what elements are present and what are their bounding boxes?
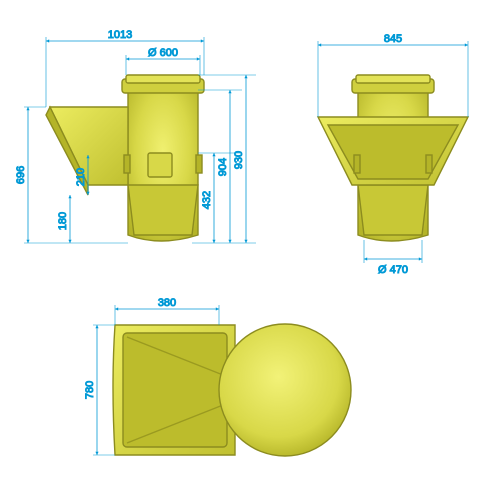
technical-drawing: 1013 Ø 600 696 180 210 432 (0, 0, 500, 500)
dim-label: 930 (233, 151, 245, 169)
view-top: 380 780 (84, 297, 351, 456)
dim-label: Ø 600 (148, 47, 178, 59)
dim-label: 1013 (108, 29, 132, 41)
dim-label: 380 (158, 297, 176, 309)
dim-label: Ø 470 (378, 264, 408, 276)
dim-label: 780 (84, 381, 96, 399)
dim-label: 845 (384, 33, 402, 45)
dim-label: 180 (57, 212, 69, 230)
dim-label: 432 (201, 191, 213, 209)
dim-label: 210 (75, 168, 87, 186)
view-front-left: 1013 Ø 600 696 180 210 432 (15, 29, 256, 243)
dim-label: 696 (15, 166, 27, 184)
view-front-right: 845 Ø 470 (318, 33, 468, 276)
dim-label: 904 (217, 158, 229, 176)
